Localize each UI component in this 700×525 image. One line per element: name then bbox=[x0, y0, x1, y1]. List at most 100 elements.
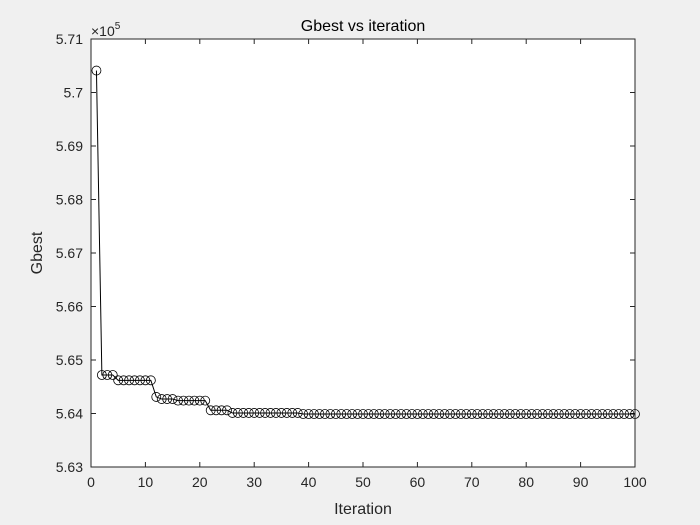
data-point-marker bbox=[184, 395, 194, 406]
data-point-marker bbox=[581, 409, 591, 419]
x-tick-label: 0 bbox=[87, 474, 95, 490]
data-point-marker bbox=[341, 409, 352, 419]
data-point-marker bbox=[205, 405, 216, 416]
data-point-marker bbox=[102, 370, 113, 380]
data-point-marker bbox=[107, 370, 118, 380]
data-point-marker bbox=[336, 409, 347, 419]
data-point-marker bbox=[548, 409, 559, 419]
data-point-marker bbox=[211, 405, 222, 416]
data-point-marker bbox=[515, 409, 526, 419]
data-point-marker bbox=[189, 395, 200, 406]
data-point-marker bbox=[428, 409, 439, 419]
chart-title: Gbest vs iteration bbox=[301, 18, 426, 35]
data-point-marker bbox=[113, 375, 124, 386]
data-point-marker bbox=[135, 375, 145, 386]
data-point-marker bbox=[608, 409, 619, 419]
data-point-marker bbox=[401, 409, 412, 419]
data-point-marker bbox=[619, 409, 630, 419]
x-tick-label: 70 bbox=[464, 474, 480, 490]
data-point-marker bbox=[559, 409, 570, 419]
plot-area bbox=[91, 39, 635, 467]
data-point-marker bbox=[543, 409, 553, 419]
y-tick-label: 5.71 bbox=[56, 31, 83, 47]
data-point-marker bbox=[162, 394, 173, 404]
data-point-marker bbox=[309, 409, 319, 419]
y-tick-label: 5.64 bbox=[56, 406, 83, 422]
plot-border bbox=[90, 38, 636, 468]
data-point-marker bbox=[281, 408, 292, 418]
data-point-marker bbox=[532, 409, 542, 419]
data-point-marker bbox=[292, 408, 303, 418]
data-point-marker bbox=[276, 408, 287, 418]
y-tick-label: 5.66 bbox=[56, 299, 83, 315]
data-point-marker bbox=[466, 409, 477, 419]
x-tick-label: 90 bbox=[573, 474, 589, 490]
data-point-marker bbox=[124, 375, 134, 386]
data-point-marker bbox=[526, 409, 537, 419]
data-point-marker bbox=[178, 395, 189, 406]
data-point-marker bbox=[412, 409, 423, 419]
x-axis-ticks: 0 10 20 30 40 50 60 70 80 90 100 bbox=[87, 39, 647, 490]
series-line bbox=[95, 70, 635, 415]
data-point-marker bbox=[96, 370, 107, 380]
data-point-marker bbox=[450, 409, 461, 419]
x-tick-label: 20 bbox=[192, 474, 208, 490]
data-point-marker bbox=[227, 408, 238, 418]
data-point-marker bbox=[265, 408, 276, 418]
data-point-marker bbox=[118, 375, 129, 386]
data-point-marker bbox=[232, 408, 243, 418]
data-point-marker bbox=[298, 409, 309, 419]
y-tick-label: 5.68 bbox=[56, 192, 83, 208]
data-point-marker bbox=[553, 409, 564, 419]
data-point-marker bbox=[385, 409, 396, 419]
data-point-marker bbox=[374, 409, 385, 419]
data-point-marker bbox=[602, 409, 613, 419]
y-tick-label: 5.7 bbox=[64, 85, 84, 101]
data-point-marker bbox=[423, 409, 434, 419]
data-point-marker bbox=[461, 409, 472, 419]
data-point-marker bbox=[271, 408, 281, 418]
data-point-marker bbox=[368, 409, 379, 419]
data-point-marker bbox=[390, 409, 401, 419]
data-point-marker bbox=[287, 408, 298, 418]
y-tick-label: 5.67 bbox=[56, 245, 83, 261]
data-point-marker bbox=[238, 408, 249, 418]
data-point-marker bbox=[510, 409, 521, 419]
x-tick-label: 30 bbox=[246, 474, 262, 490]
data-point-marker bbox=[249, 408, 260, 418]
data-point-marker bbox=[396, 409, 406, 419]
data-point-marker bbox=[537, 409, 548, 419]
y-tick-label: 5.69 bbox=[56, 138, 83, 154]
x-tick-label: 60 bbox=[410, 474, 426, 490]
data-point-marker bbox=[314, 409, 325, 419]
y-axis-label: Gbest bbox=[29, 231, 46, 274]
data-point-marker bbox=[521, 409, 532, 419]
data-point-marker bbox=[592, 409, 602, 419]
data-point-marker bbox=[472, 409, 483, 419]
data-point-marker bbox=[156, 394, 167, 404]
x-tick-label: 100 bbox=[623, 474, 647, 490]
data-point-marker bbox=[417, 409, 428, 419]
data-point-marker bbox=[91, 65, 102, 76]
x-tick-label: 10 bbox=[138, 474, 154, 490]
data-point-marker bbox=[456, 409, 466, 419]
data-point-marker bbox=[320, 409, 330, 419]
data-point-marker bbox=[352, 409, 363, 419]
data-point-marker bbox=[167, 394, 178, 404]
y-multiplier-exponent: 5 bbox=[115, 21, 121, 32]
y-multiplier-base: ×10 bbox=[91, 23, 115, 39]
data-point-marker bbox=[407, 409, 417, 419]
data-point-marker bbox=[477, 409, 488, 419]
data-point-marker bbox=[216, 405, 227, 416]
data-point-marker bbox=[564, 409, 575, 419]
series-layer bbox=[91, 65, 640, 419]
data-point-marker bbox=[325, 409, 336, 419]
data-point-marker bbox=[504, 409, 515, 419]
data-point-marker bbox=[330, 409, 341, 419]
data-point-marker bbox=[494, 409, 504, 419]
data-point-marker bbox=[173, 395, 183, 406]
data-point-marker bbox=[613, 409, 624, 419]
data-point-marker bbox=[254, 408, 265, 418]
x-tick-label: 40 bbox=[301, 474, 317, 490]
